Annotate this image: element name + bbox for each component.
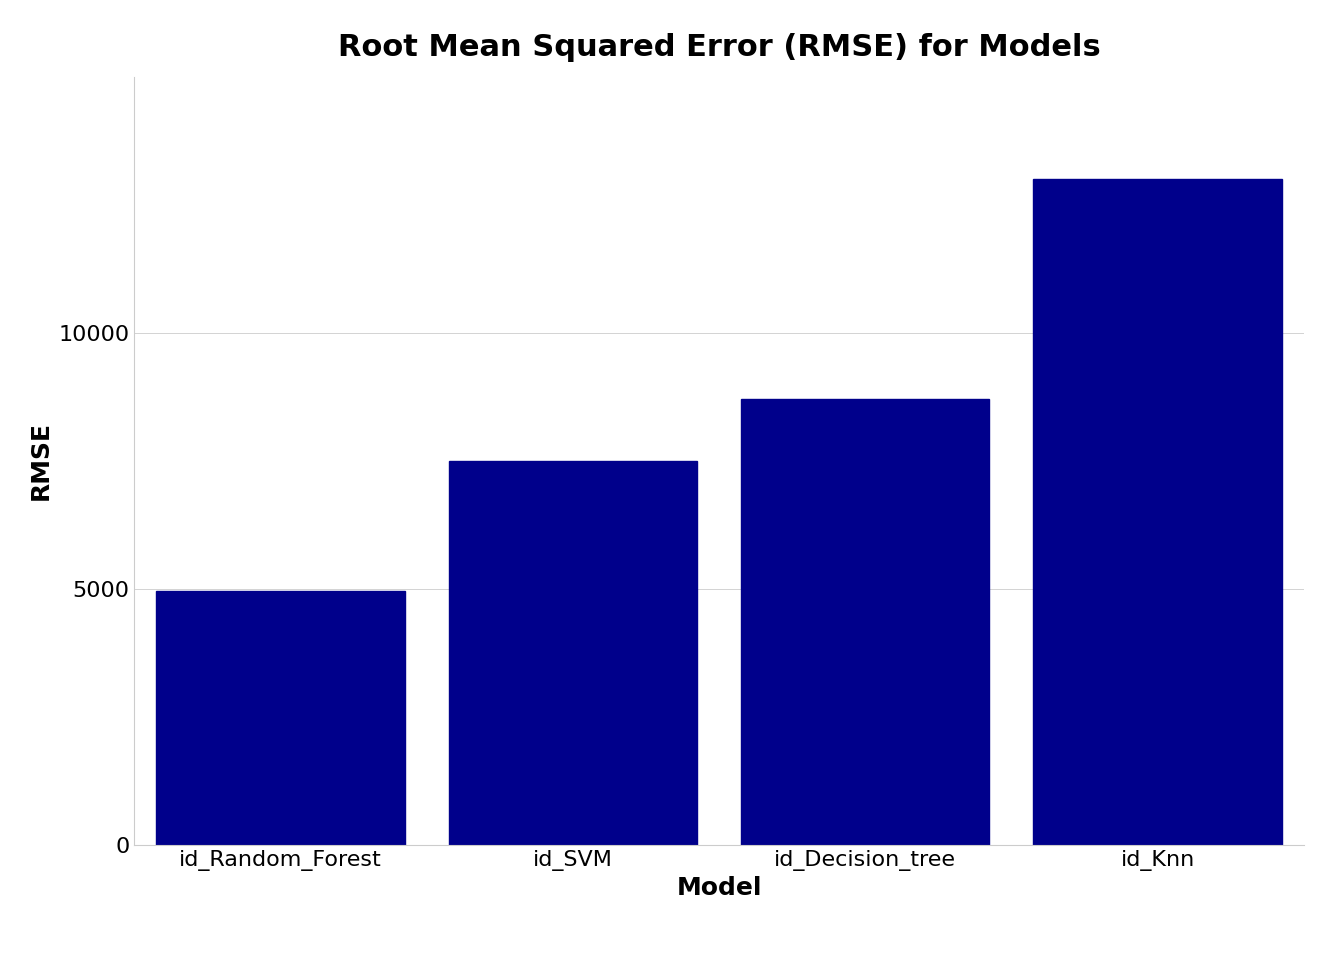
- Title: Root Mean Squared Error (RMSE) for Models: Root Mean Squared Error (RMSE) for Model…: [337, 33, 1101, 62]
- Y-axis label: RMSE: RMSE: [28, 421, 52, 500]
- Bar: [1034, 180, 1282, 845]
- X-axis label: Model: Model: [676, 876, 762, 900]
- Bar: [741, 399, 989, 845]
- Bar: [449, 461, 698, 845]
- Bar: [156, 591, 405, 845]
